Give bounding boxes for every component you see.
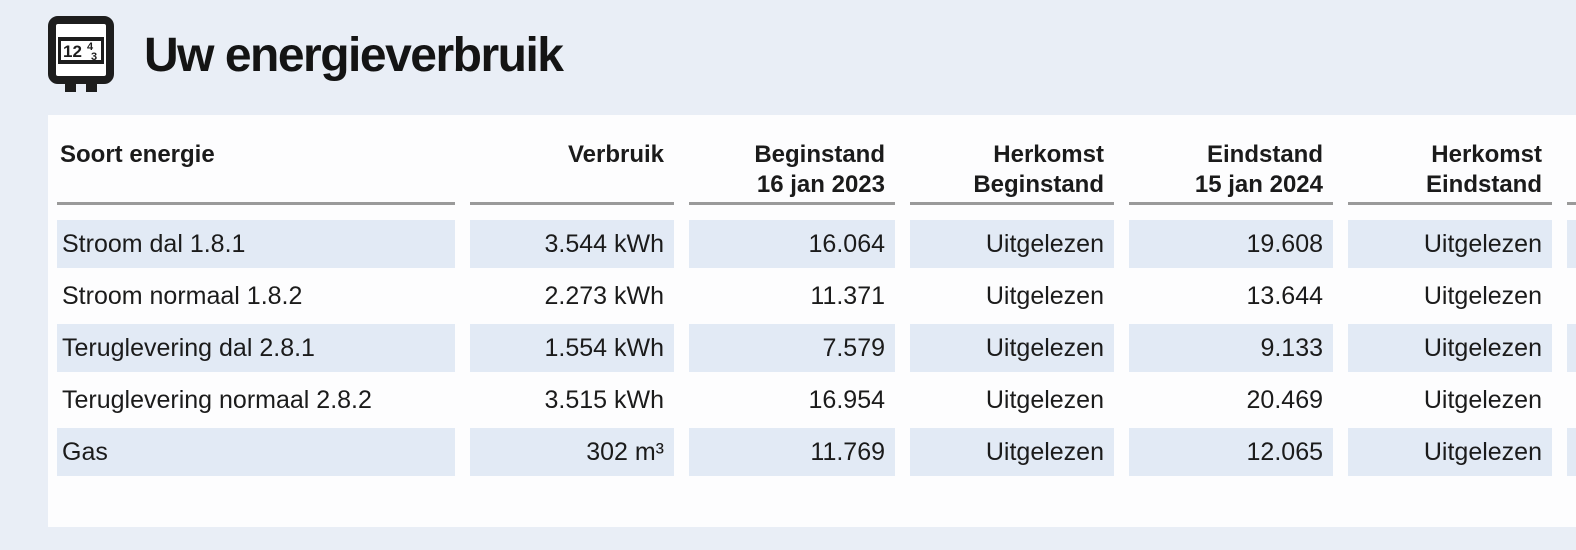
cell-soort-energie: Stroom normaal 1.8.2 [62, 282, 303, 310]
cell-verbruik: 3.544 kWh [470, 220, 674, 268]
section-header: 12 4 3 Uw energieverbruik [48, 16, 564, 94]
cell-clipped [1567, 428, 1576, 476]
column-header-herkomst-eindstand: Herkomst Eindstand [1425, 141, 1542, 198]
cell-soort-energie: Stroom dal 1.8.1 [57, 220, 455, 268]
cell-soort-energie: Teruglevering normaal 2.8.2 [62, 386, 372, 414]
header-divider [57, 202, 455, 205]
column-header-clipped [1567, 140, 1576, 200]
cell-herkomst-eindstand: Uitgelezen [1348, 428, 1552, 476]
cell-herkomst-eindstand: Uitgelezen [1423, 386, 1542, 414]
cell-verbruik: 1.554 kWh [470, 324, 674, 372]
header-divider [1129, 202, 1333, 205]
cell-soort-energie: Teruglevering dal 2.8.1 [57, 324, 455, 372]
energy-table: Soort energie Verbruik Beginstand 16 jan… [48, 115, 1576, 476]
cell-herkomst-eindstand: Uitgelezen [1348, 324, 1552, 372]
cell-verbruik: 3.515 kWh [544, 386, 664, 414]
table-header-row: Soort energie Verbruik Beginstand 16 jan… [57, 140, 1576, 200]
column-header-soort-energie: Soort energie [60, 141, 215, 168]
cell-eindstand: 19.608 [1129, 220, 1333, 268]
table-row: Gas 302 m³ 11.769 Uitgelezen 12.065 Uitg… [57, 428, 1576, 476]
cell-clipped [1567, 272, 1576, 320]
cell-herkomst-eindstand: Uitgelezen [1348, 220, 1552, 268]
cell-herkomst-eindstand: Uitgelezen [1423, 282, 1542, 310]
header-divider [1567, 202, 1576, 205]
cell-clipped [1567, 324, 1576, 372]
cell-beginstand: 11.769 [689, 428, 895, 476]
header-divider [470, 202, 674, 205]
page-title: Uw energieverbruik [144, 28, 564, 82]
cell-eindstand: 12.065 [1129, 428, 1333, 476]
cell-eindstand: 9.133 [1129, 324, 1333, 372]
cell-herkomst-beginstand: Uitgelezen [910, 324, 1114, 372]
cell-beginstand: 11.371 [810, 282, 885, 310]
cell-beginstand: 16.954 [808, 386, 885, 414]
cell-eindstand: 13.644 [1246, 282, 1323, 310]
header-divider [689, 202, 895, 205]
cell-beginstand: 16.064 [689, 220, 895, 268]
cell-beginstand: 7.579 [689, 324, 895, 372]
header-divider-row [57, 202, 1576, 205]
cell-herkomst-beginstand: Uitgelezen [985, 386, 1104, 414]
svg-text:3: 3 [91, 51, 97, 63]
table-row: Stroom dal 1.8.1 3.544 kWh 16.064 Uitgel… [57, 220, 1576, 268]
table-body: Stroom dal 1.8.1 3.544 kWh 16.064 Uitgel… [57, 220, 1576, 476]
cell-herkomst-beginstand: Uitgelezen [910, 428, 1114, 476]
header-divider [1348, 202, 1552, 205]
cell-clipped [1567, 220, 1576, 268]
table-row: Stroom normaal 1.8.2 2.273 kWh 11.371 Ui… [57, 272, 1576, 320]
cell-verbruik: 2.273 kWh [544, 282, 664, 310]
table-row: Teruglevering normaal 2.8.2 3.515 kWh 16… [57, 376, 1576, 424]
table-row: Teruglevering dal 2.8.1 1.554 kWh 7.579 … [57, 324, 1576, 372]
column-header-verbruik: Verbruik [567, 141, 664, 168]
cell-soort-energie: Gas [57, 428, 455, 476]
cell-eindstand: 20.469 [1246, 386, 1323, 414]
cell-herkomst-beginstand: Uitgelezen [985, 282, 1104, 310]
column-header-eindstand: Eindstand 15 jan 2024 [1194, 141, 1323, 198]
cell-clipped [1567, 376, 1576, 424]
cell-verbruik: 302 m³ [470, 428, 674, 476]
energy-table-card: Soort energie Verbruik Beginstand 16 jan… [48, 115, 1576, 527]
header-divider [910, 202, 1114, 205]
svg-text:4: 4 [87, 41, 94, 53]
column-header-beginstand: Beginstand 16 jan 2023 [754, 141, 885, 198]
energy-meter-icon: 12 4 3 [48, 16, 114, 92]
cell-herkomst-beginstand: Uitgelezen [910, 220, 1114, 268]
svg-text:12: 12 [63, 42, 82, 61]
column-header-herkomst-beginstand: Herkomst Beginstand [973, 141, 1104, 198]
